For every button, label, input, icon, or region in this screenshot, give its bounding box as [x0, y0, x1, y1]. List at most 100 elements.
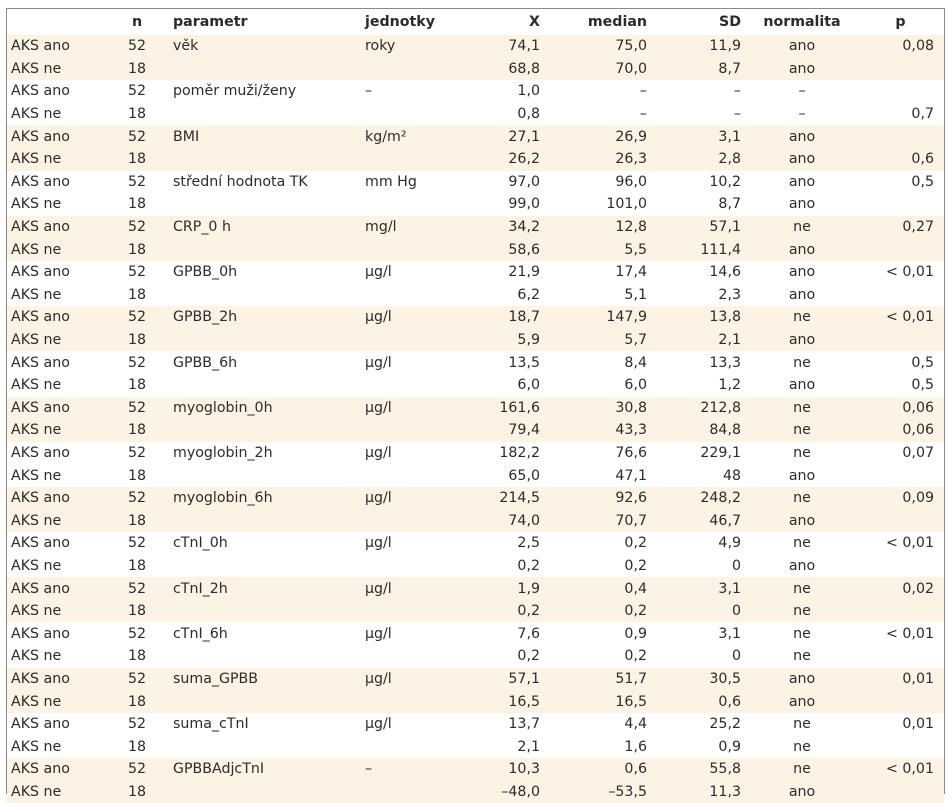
cell-unit: µg/l [365, 444, 392, 461]
cell-median: –53,5 [546, 780, 653, 803]
cell-group: AKS ano [11, 83, 70, 100]
cell-mean: 2,1 [517, 738, 540, 755]
cell-p [857, 509, 944, 533]
cell-parameter: suma_cTnI [173, 716, 249, 733]
cell-normality: ne [793, 648, 811, 665]
cell-parameter [167, 464, 359, 487]
table-row: AKS ne 18 58,6 5,5 111,4 ano [7, 238, 944, 261]
cell-n: 52 [107, 396, 167, 420]
cell-p [857, 780, 944, 803]
cell-n: 18 [127, 196, 147, 213]
cell-group: AKS ne [7, 599, 107, 623]
cell-p: < 0,01 [886, 625, 934, 642]
cell-group: AKS ano [11, 173, 70, 190]
cell-group: AKS ne [7, 690, 107, 713]
cell-group: AKS ano [7, 125, 107, 148]
cell-group: AKS ne [7, 419, 107, 442]
cell-unit: µg/l [365, 625, 392, 642]
cell-parameter: myoglobin_0h [167, 396, 359, 420]
cell-sd: – [733, 83, 741, 100]
cell-group: AKS ne [7, 147, 107, 171]
cell-normality: ano [747, 147, 857, 171]
cell-unit: µg/l [359, 396, 464, 420]
cell-parameter: střední hodnota TK [173, 173, 308, 190]
cell-n: 52 [127, 354, 147, 371]
cell-unit [359, 419, 464, 442]
cell-normality: ano [747, 57, 857, 81]
cell-mean: 65,0 [508, 467, 540, 484]
cell-group: AKS ano [11, 444, 70, 461]
cell-p: 0,27 [857, 215, 944, 239]
cell-sd: 4,9 [718, 535, 741, 552]
cell-normality: ano [747, 328, 857, 352]
cell-parameter: poměr muži/ženy [173, 83, 297, 100]
cell-n: 18 [107, 599, 167, 623]
cell-p: 0,06 [857, 396, 944, 420]
cell-parameter [167, 57, 359, 81]
cell-n: 52 [107, 758, 167, 781]
cell-p: 0,02 [857, 577, 944, 600]
cell-group: AKS ano [7, 758, 107, 781]
cell-median: 4,4 [624, 716, 647, 733]
cell-median: 0,4 [546, 577, 653, 600]
cell-normality: ano [788, 377, 816, 394]
cell-parameter [167, 599, 359, 623]
table-row: AKS ano 52 GPBB_0h µg/l 21,9 17,4 14,6 ano < 0,0… [7, 261, 944, 284]
cell-parameter [167, 690, 359, 713]
table-row: AKS ne 18 0,2 0,2 0 ne [7, 599, 944, 623]
cell-parameter [167, 780, 359, 803]
cell-median: 70,7 [546, 509, 653, 533]
cell-median: – [639, 83, 647, 100]
cell-parameter: BMI [167, 125, 359, 148]
cell-n: 52 [127, 173, 147, 190]
cell-n: 18 [107, 690, 167, 713]
cell-median: 0,2 [624, 557, 647, 574]
cell-n: 52 [107, 667, 167, 691]
header-group [7, 9, 107, 35]
cell-sd: 30,5 [653, 667, 747, 691]
cell-p [857, 735, 944, 758]
cell-group: AKS ano [7, 306, 107, 329]
cell-n: 18 [107, 509, 167, 533]
cell-normality: ne [747, 215, 857, 239]
cell-unit [359, 147, 464, 171]
cell-sd: 1,2 [718, 377, 741, 394]
cell-unit: roky [359, 35, 464, 58]
cell-unit: – [365, 83, 373, 100]
cell-unit [359, 103, 464, 126]
cell-median: 101,0 [606, 196, 647, 213]
header-n: n [131, 14, 143, 30]
statistics-table: n parametr jednotky X median SD normalit… [7, 9, 944, 803]
cell-p [857, 599, 944, 623]
cell-normality: ano [747, 667, 857, 691]
cell-p: 0,5 [911, 377, 934, 394]
cell-mean: 13,7 [508, 716, 540, 733]
table-row: AKS ano 52 BMI kg/m² 27,1 26,9 3,1 ano [7, 125, 944, 148]
cell-unit: mm Hg [365, 173, 417, 190]
cell-mean: 10,3 [464, 758, 546, 781]
cell-unit [359, 555, 464, 578]
cell-median: 12,8 [546, 215, 653, 239]
cell-mean: 34,2 [464, 215, 546, 239]
cell-unit: µg/l [365, 354, 392, 371]
cell-unit: µg/l [359, 577, 464, 600]
cell-normality: ano [747, 238, 857, 261]
cell-unit [359, 464, 464, 487]
cell-parameter: CRP_0 h [167, 215, 359, 239]
cell-normality: ne [747, 577, 857, 600]
table-row: AKS ano 52 cTnI_0h µg/l 2,5 0,2 4,9 ne < 0,01 [7, 532, 944, 555]
cell-normality: ano [747, 690, 857, 713]
cell-unit: µg/l [365, 535, 392, 552]
cell-normality: ano [788, 196, 816, 213]
table-row: AKS ano 52 GPBB_2h µg/l 18,7 147,9 13,8 ne < 0,0… [7, 306, 944, 329]
cell-sd: 25,2 [709, 716, 741, 733]
cell-n: 52 [127, 264, 147, 281]
cell-median: 5,7 [546, 328, 653, 352]
cell-unit: mg/l [359, 215, 464, 239]
cell-unit [359, 284, 464, 307]
cell-p: 0,01 [902, 716, 934, 733]
cell-group: AKS ne [7, 57, 107, 81]
cell-n: 18 [127, 106, 147, 123]
cell-parameter [167, 735, 359, 758]
cell-median: – [639, 106, 647, 123]
